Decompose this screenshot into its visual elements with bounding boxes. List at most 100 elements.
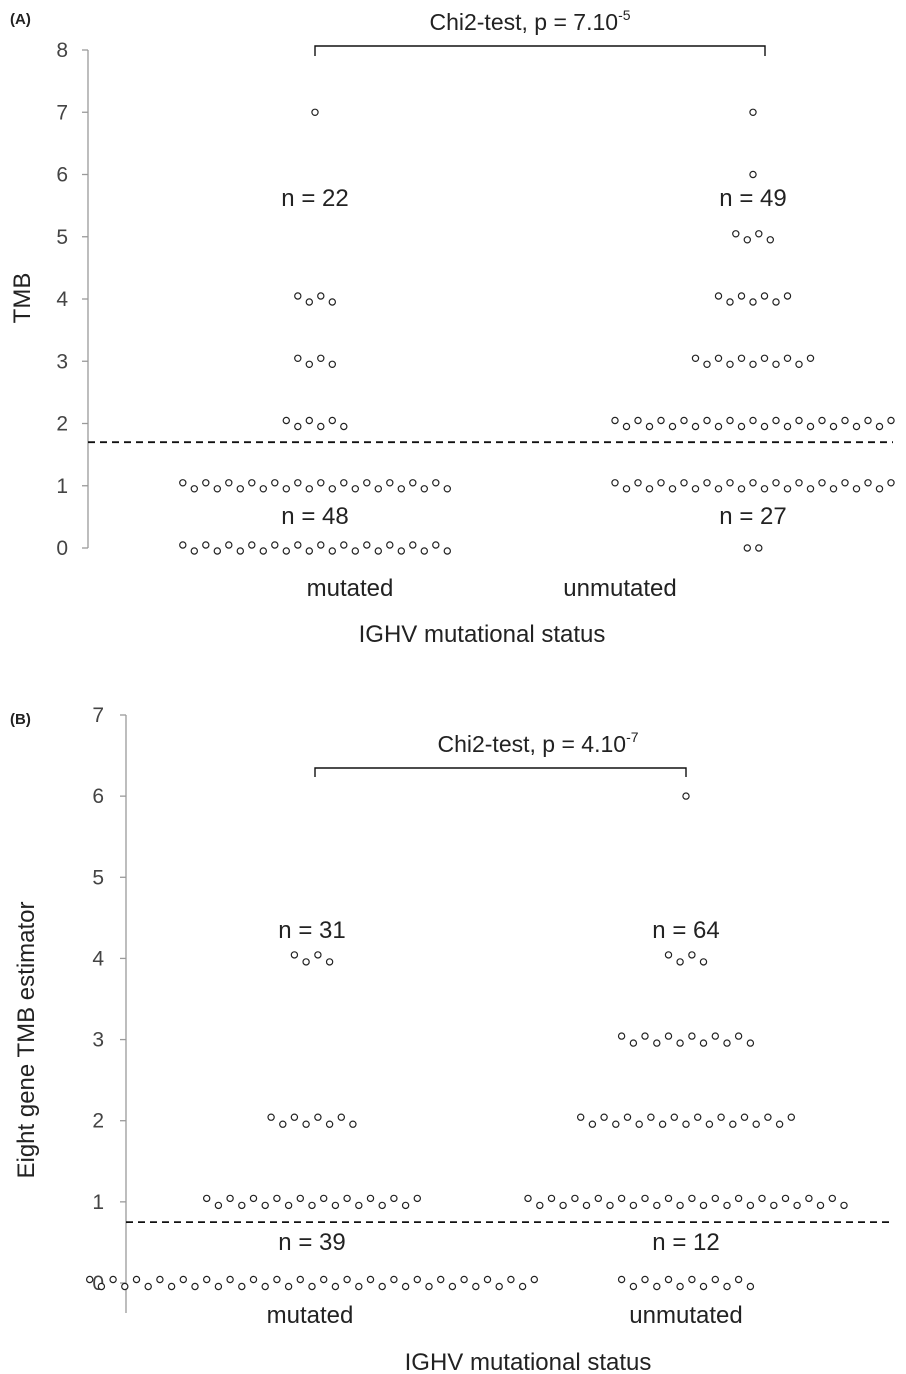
data-point bbox=[717, 1113, 725, 1121]
data-point bbox=[805, 1194, 813, 1203]
data-point bbox=[97, 1282, 106, 1291]
data-point bbox=[271, 541, 279, 549]
data-point bbox=[559, 1201, 567, 1210]
data-point bbox=[682, 792, 690, 800]
data-point bbox=[191, 1282, 199, 1291]
data-point bbox=[328, 485, 336, 493]
data-point bbox=[617, 1194, 626, 1203]
data-point bbox=[320, 1275, 328, 1284]
data-point bbox=[443, 485, 451, 493]
data-point bbox=[386, 479, 394, 487]
data-point bbox=[793, 1201, 801, 1210]
y-tick-label: 7 bbox=[92, 704, 104, 727]
data-point bbox=[770, 1201, 778, 1210]
data-point bbox=[190, 547, 198, 555]
data-point bbox=[225, 541, 233, 549]
data-point bbox=[737, 485, 746, 493]
data-point bbox=[875, 485, 884, 493]
data-point bbox=[629, 1201, 638, 1210]
y-tick-label: 5 bbox=[92, 866, 104, 889]
test-label: Chi2-test, p = 4.10-7 bbox=[437, 729, 638, 757]
x-category-label: mutated bbox=[307, 575, 394, 602]
data-point bbox=[524, 1194, 532, 1203]
data-point bbox=[374, 547, 382, 555]
data-point bbox=[340, 541, 348, 549]
data-point bbox=[343, 1194, 351, 1203]
data-point bbox=[582, 1201, 591, 1210]
data-point bbox=[249, 1194, 258, 1203]
data-point bbox=[577, 1113, 585, 1121]
data-point bbox=[726, 416, 734, 425]
data-point bbox=[355, 1201, 363, 1210]
data-point bbox=[213, 547, 221, 555]
data-point bbox=[366, 1275, 375, 1284]
y-tick-label: 1 bbox=[56, 475, 68, 498]
y-tick-label: 0 bbox=[92, 1272, 104, 1295]
y-tick-label: 3 bbox=[56, 350, 68, 373]
data-point bbox=[703, 416, 711, 425]
panel-label: (A) bbox=[10, 11, 31, 28]
data-point bbox=[749, 479, 757, 487]
data-point bbox=[795, 416, 803, 425]
data-point bbox=[653, 1039, 661, 1047]
data-point bbox=[284, 1201, 293, 1210]
data-point bbox=[317, 479, 325, 487]
data-point bbox=[682, 1120, 690, 1128]
data-point bbox=[226, 1275, 234, 1284]
data-point bbox=[355, 1282, 363, 1291]
data-point bbox=[641, 1194, 649, 1203]
data-point bbox=[829, 422, 838, 431]
data-point bbox=[676, 958, 684, 966]
y-tick-label: 3 bbox=[92, 1029, 104, 1052]
data-point bbox=[658, 1120, 667, 1128]
test-exponent: -5 bbox=[618, 7, 631, 23]
data-point bbox=[483, 1275, 492, 1284]
data-point bbox=[749, 298, 757, 306]
data-point bbox=[688, 1194, 696, 1203]
data-point bbox=[749, 170, 757, 179]
data-point bbox=[390, 1194, 398, 1203]
data-point bbox=[325, 958, 334, 966]
data-point bbox=[629, 1039, 638, 1047]
data-point bbox=[634, 416, 642, 425]
data-point bbox=[425, 1282, 433, 1291]
data-point bbox=[703, 479, 711, 487]
data-point bbox=[571, 1194, 579, 1203]
data-point bbox=[413, 1275, 421, 1284]
x-category-label: unmutated bbox=[629, 1302, 742, 1329]
data-point bbox=[852, 485, 861, 493]
data-point bbox=[887, 416, 895, 425]
data-point bbox=[737, 292, 746, 300]
data-point bbox=[749, 416, 757, 425]
data-point bbox=[472, 1282, 480, 1291]
data-point bbox=[783, 354, 792, 362]
data-point bbox=[144, 1282, 152, 1291]
data-point bbox=[302, 1120, 310, 1128]
n-label-below: n = 39 bbox=[278, 1229, 345, 1256]
data-point bbox=[634, 479, 642, 487]
data-point bbox=[594, 1194, 603, 1203]
data-point bbox=[328, 360, 336, 368]
data-point bbox=[645, 485, 654, 493]
data-point bbox=[657, 416, 665, 425]
data-point bbox=[766, 236, 775, 244]
data-point bbox=[711, 1275, 720, 1284]
data-point bbox=[378, 1201, 386, 1210]
data-point bbox=[772, 479, 780, 487]
data-point bbox=[259, 547, 267, 555]
data-point bbox=[664, 1275, 673, 1284]
data-point bbox=[213, 485, 221, 493]
data-point bbox=[734, 1275, 743, 1284]
data-point bbox=[448, 1282, 457, 1291]
data-point bbox=[676, 1282, 684, 1291]
data-point bbox=[635, 1120, 643, 1128]
data-point bbox=[225, 479, 233, 487]
data-point bbox=[305, 416, 313, 425]
y-tick-label: 8 bbox=[56, 39, 68, 62]
data-point bbox=[273, 1194, 281, 1203]
data-point bbox=[294, 541, 302, 549]
data-point bbox=[743, 236, 752, 244]
data-point bbox=[351, 547, 359, 555]
data-point bbox=[699, 1201, 708, 1210]
data-point bbox=[588, 1120, 597, 1128]
